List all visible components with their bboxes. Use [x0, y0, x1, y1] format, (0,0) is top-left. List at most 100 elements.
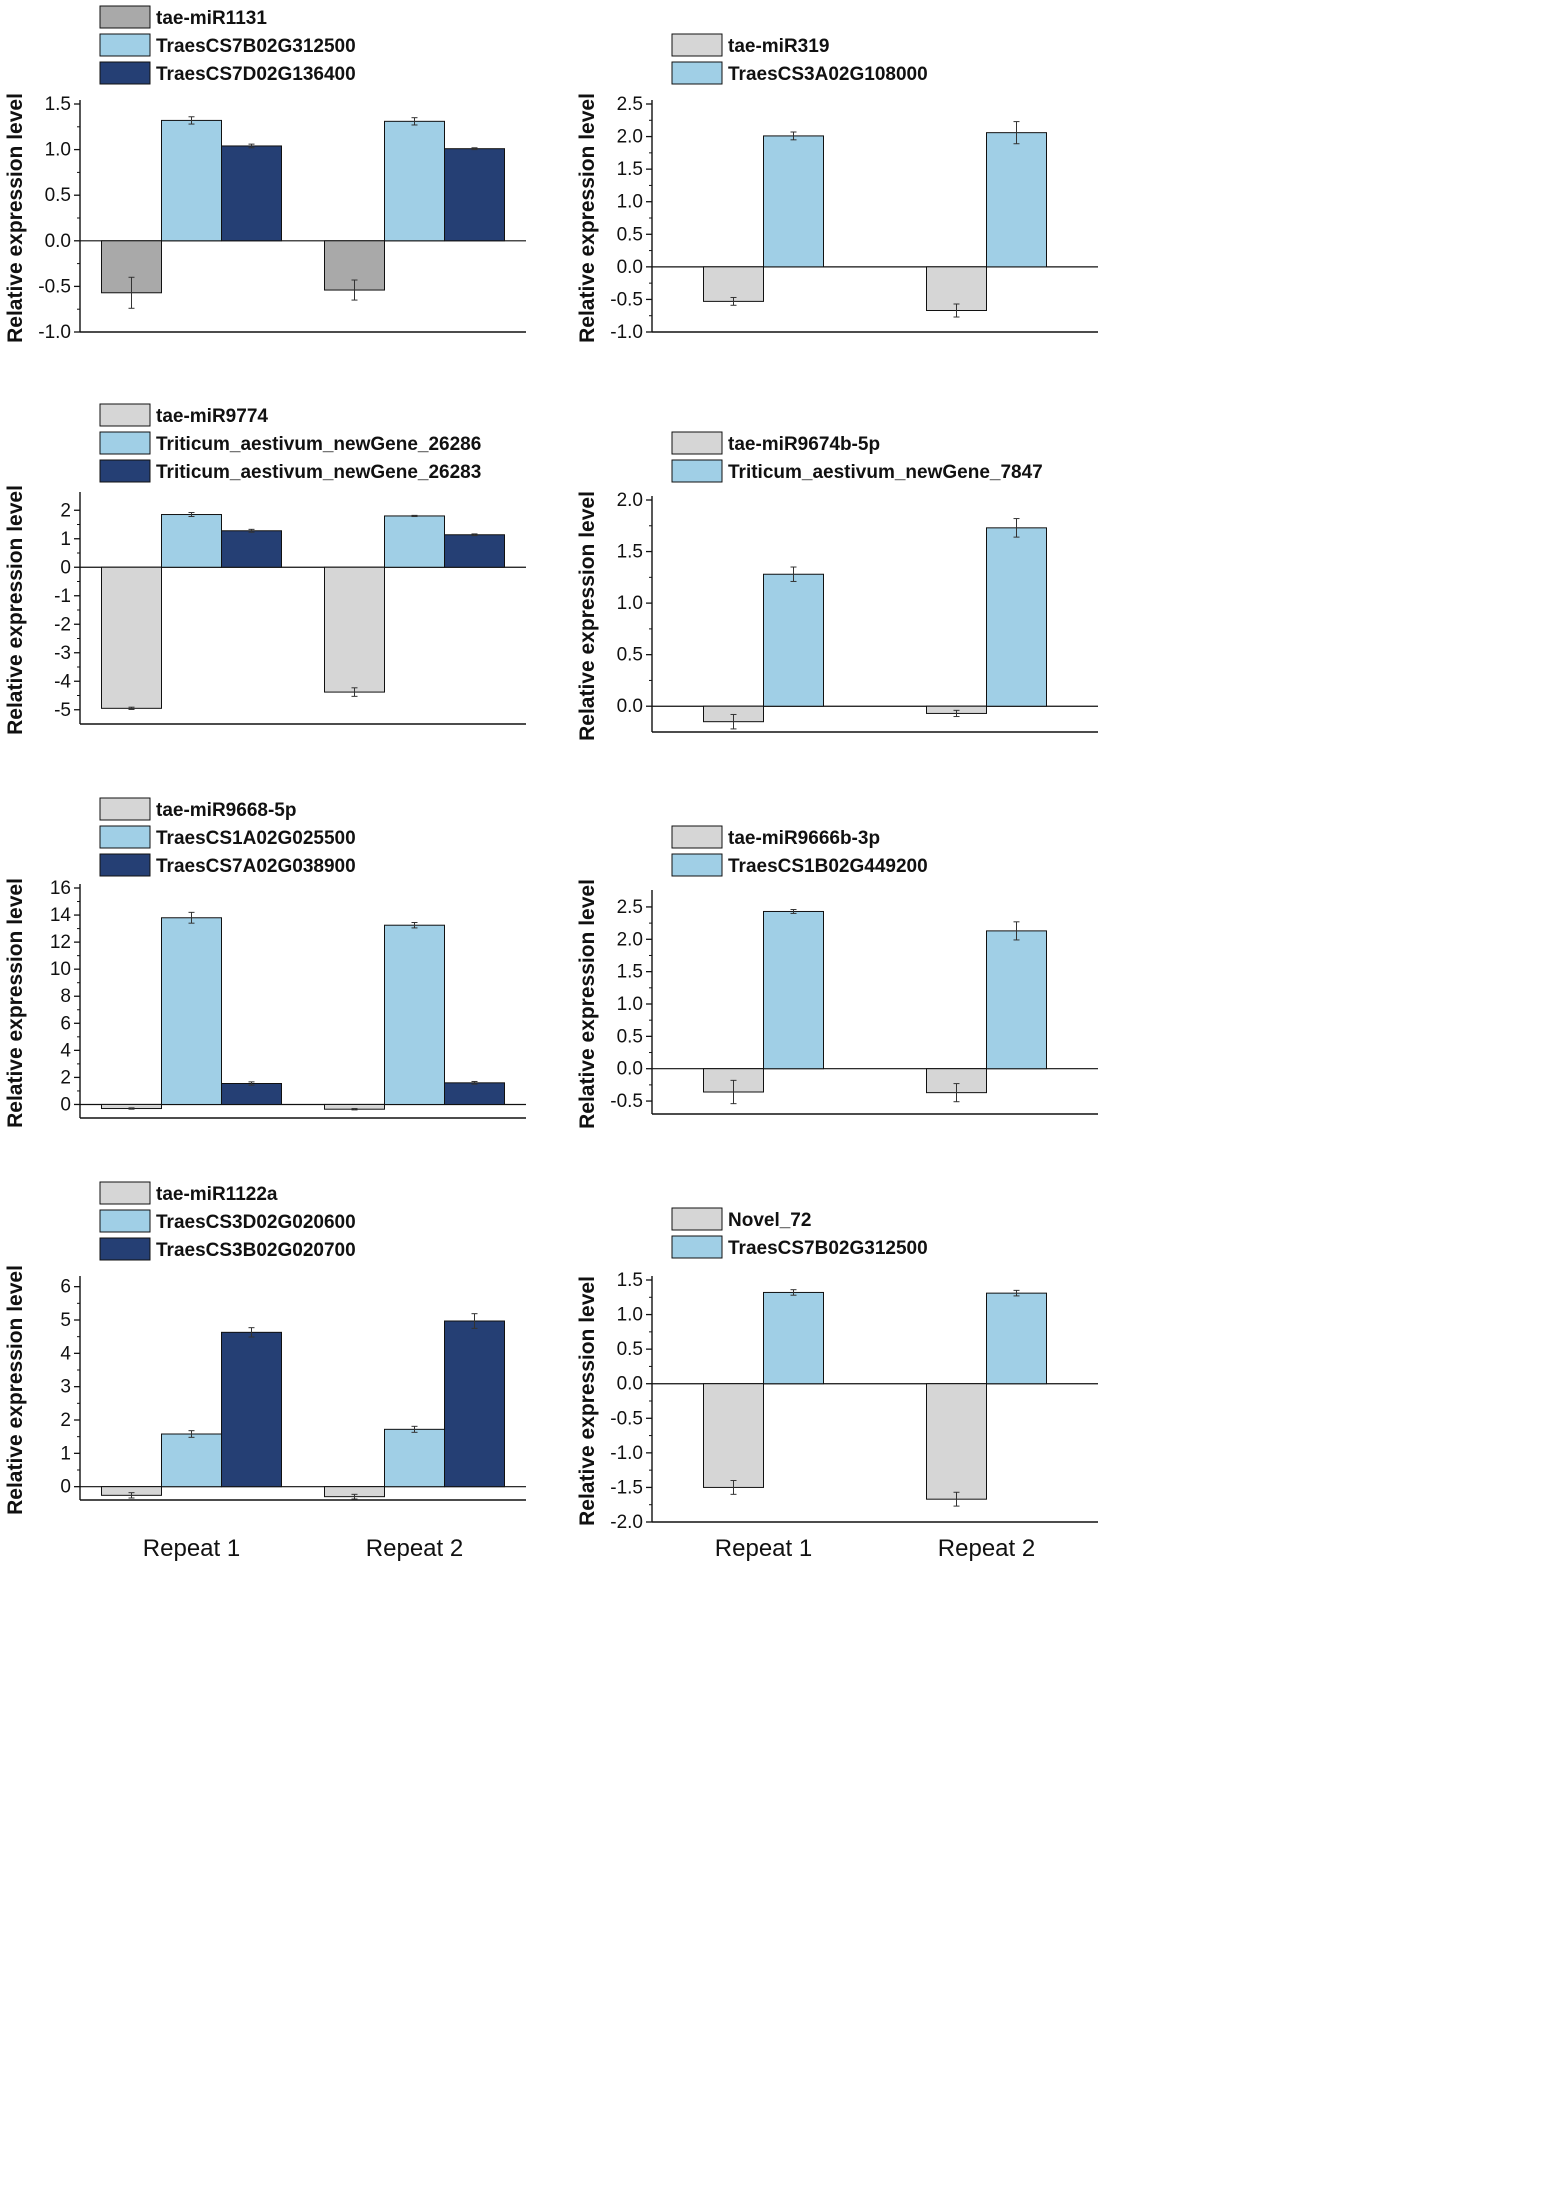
y-tick-label: -1.0: [38, 322, 71, 343]
bar: [221, 1331, 282, 1488]
bar: [384, 120, 445, 242]
y-tick-label: -1: [54, 586, 71, 607]
legend-label: tae-miR1122a: [156, 1184, 278, 1205]
legend-swatch: [99, 61, 151, 85]
bar: [444, 1320, 505, 1488]
y-axis-label: Relative expression level: [576, 879, 599, 1129]
chart-panel-6: tae-miR9666b-3p TraesCS1B02G449200 Relativ…: [572, 784, 1124, 1176]
chart-panel-7: tae-miR1122a TraesCS3D02G020600 TraesCS3B0…: [0, 1176, 552, 1568]
y-tick-label: 2.0: [617, 929, 643, 950]
bar: [926, 1383, 987, 1500]
legend-label: TraesCS1B02G449200: [728, 856, 928, 877]
bar: [986, 1292, 1047, 1385]
chart-5: tae-miR9668-5p TraesCS1A02G025500 TraesCS7…: [4, 797, 526, 1128]
legend-label: TraesCS7B02G312500: [156, 36, 356, 57]
legend-label: tae-miR9674b-5p: [728, 434, 880, 455]
y-tick-label: 2.5: [617, 897, 643, 918]
legend-swatch: [671, 825, 723, 849]
legend: tae-miR9668-5p TraesCS1A02G025500 TraesCS7…: [99, 797, 356, 877]
y-axis-label: Relative expression level: [576, 1276, 599, 1526]
y-tick-label: -0.5: [610, 1408, 643, 1429]
y-tick-label: -2: [54, 614, 71, 635]
y-tick-label: 2: [60, 500, 71, 521]
legend-swatch: [99, 459, 151, 483]
legend-swatch: [99, 853, 151, 877]
legend-swatch: [671, 33, 723, 57]
y-tick-label: 2: [60, 1067, 71, 1088]
bar: [763, 573, 824, 707]
legend-swatch: [671, 459, 723, 483]
bar: [763, 135, 824, 268]
bar: [444, 534, 505, 568]
legend-swatch: [99, 825, 151, 849]
y-tick-label: 1.5: [617, 1270, 643, 1291]
chart-panel-1: tae-miR1131 TraesCS7B02G312500 TraesCS7D02…: [0, 0, 552, 392]
y-tick-label: 1.0: [617, 192, 643, 213]
y-tick-label: -1.5: [610, 1477, 643, 1498]
y-tick-label: -5: [54, 700, 71, 721]
x-category-label: Repeat 2: [938, 1535, 1035, 1562]
legend-label: Triticum_aestivum_newGene_26286: [156, 434, 481, 455]
y-tick-label: 0.5: [45, 185, 71, 206]
bar: [101, 566, 162, 709]
y-tick-label: 4: [60, 1343, 71, 1364]
y-tick-label: 10: [50, 959, 71, 980]
legend-swatch: [99, 431, 151, 455]
legend-label: TraesCS3D02G020600: [156, 1212, 356, 1233]
chart-2: tae-miR319 TraesCS3A02G108000 Relative exp…: [576, 33, 1098, 343]
chart-4: tae-miR9674b-5p Triticum_aestivum_newGene…: [576, 431, 1098, 741]
y-tick-label: 5: [60, 1310, 71, 1331]
y-axis-label: Relative expression level: [576, 491, 599, 741]
y-tick-label: 1: [60, 1443, 71, 1464]
legend-label: tae-miR9666b-3p: [728, 828, 880, 849]
y-tick-label: 0.0: [617, 1374, 643, 1395]
y-tick-label: 1.5: [617, 159, 643, 180]
bar: [161, 119, 222, 242]
y-axis-label: Relative expression level: [4, 1265, 27, 1515]
chart-panel-3: tae-miR9774 Triticum_aestivum_newGene_262…: [0, 392, 552, 784]
legend-swatch: [99, 1237, 151, 1261]
legend: tae-miR9774 Triticum_aestivum_newGene_262…: [99, 403, 481, 483]
legend-swatch: [99, 33, 151, 57]
legend-label: TraesCS3B02G020700: [156, 1240, 356, 1261]
legend: tae-miR1131 TraesCS7B02G312500 TraesCS7D02…: [99, 5, 356, 85]
y-tick-label: 2.5: [617, 94, 643, 115]
bar: [703, 266, 764, 302]
y-tick-label: 2.0: [617, 127, 643, 148]
bar: [384, 924, 445, 1105]
legend-label: Novel_72: [728, 1210, 811, 1231]
bar: [221, 145, 282, 242]
legend-swatch: [99, 5, 151, 29]
y-tick-label: 4: [60, 1040, 71, 1061]
bar: [161, 917, 222, 1105]
legend-swatch: [671, 1235, 723, 1259]
y-tick-label: 1.5: [617, 542, 643, 563]
legend-swatch: [99, 797, 151, 821]
legend-label: TraesCS1A02G025500: [156, 828, 356, 849]
y-tick-label: -0.5: [610, 1091, 643, 1112]
legend-swatch: [99, 1181, 151, 1205]
y-tick-label: -4: [54, 671, 71, 692]
legend-label: TraesCS3A02G108000: [728, 64, 928, 85]
chart-panel-8: Novel_72 TraesCS7B02G312500 Relative expre…: [572, 1176, 1124, 1568]
y-tick-label: 0: [60, 1477, 71, 1498]
y-tick-label: 0.5: [617, 1026, 643, 1047]
x-category-label: Repeat 2: [366, 1535, 463, 1562]
chart-6: tae-miR9666b-3p TraesCS1B02G449200 Relativ…: [576, 825, 1098, 1129]
legend-label: TraesCS7A02G038900: [156, 856, 356, 877]
y-tick-label: 1: [60, 529, 71, 550]
y-tick-label: 8: [60, 986, 71, 1007]
bar: [986, 132, 1047, 268]
y-axis-label: Relative expression level: [576, 93, 599, 343]
chart-7: tae-miR1122a TraesCS3D02G020600 TraesCS3B0…: [4, 1181, 526, 1562]
bar: [384, 1428, 445, 1488]
bar: [221, 1083, 282, 1105]
bar: [161, 1433, 222, 1488]
y-tick-label: 0: [60, 1094, 71, 1115]
y-tick-label: 1.0: [45, 140, 71, 161]
y-tick-label: -0.5: [38, 276, 71, 297]
legend-label: Triticum_aestivum_newGene_26283: [156, 462, 481, 483]
bar: [926, 266, 987, 312]
legend-swatch: [671, 61, 723, 85]
y-tick-label: 12: [50, 932, 71, 953]
